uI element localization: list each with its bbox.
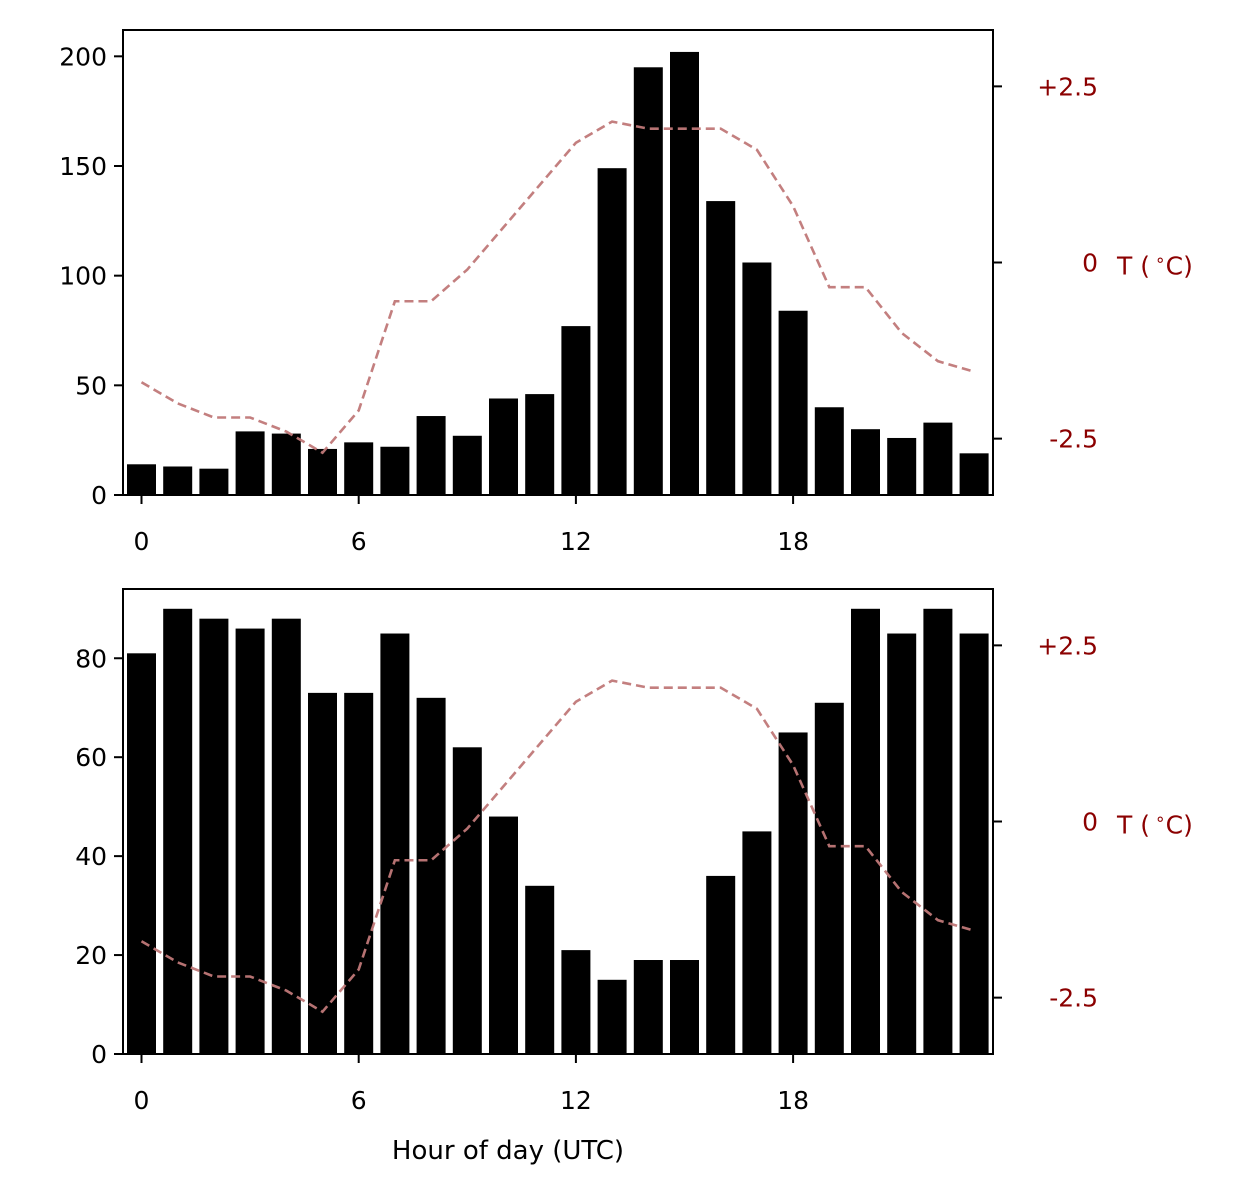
x-tick-label: 6 (351, 1086, 367, 1115)
bar (778, 310, 808, 495)
bar (525, 394, 555, 495)
y-tick-label-right: -2.5 (1049, 984, 1098, 1013)
bar (887, 633, 917, 1054)
bar (561, 326, 591, 495)
y-tick-label: 80 (75, 644, 107, 673)
axes-frame (122, 29, 994, 496)
bar (814, 702, 844, 1054)
y-tick-label-right: +2.5 (1037, 631, 1098, 660)
bar (452, 435, 482, 495)
label-degree: ∘ (1155, 251, 1166, 271)
panel-1: 0 50 100 150 200 0 6 12 18 -2.5 0 +2.5 T (∘C) (59, 29, 1193, 556)
bar (633, 960, 663, 1054)
bar (199, 468, 229, 495)
y-tick-label: 20 (75, 941, 107, 970)
bar (706, 201, 736, 495)
y-tick-label: 0 (91, 1040, 107, 1069)
x-tick-label: 0 (134, 1086, 150, 1115)
bar (308, 448, 337, 495)
bar (923, 608, 953, 1054)
temperature-line (140, 679, 975, 1014)
bar (235, 431, 265, 495)
bar (416, 697, 446, 1054)
x-tick-label: 12 (560, 527, 592, 556)
x-axis: 0 6 12 18 (134, 495, 809, 556)
bar (670, 51, 699, 496)
label-degree: ∘ (1155, 810, 1166, 830)
x-tick-label: 18 (777, 1086, 809, 1115)
bar (380, 446, 410, 495)
bar (923, 422, 953, 495)
y-tick-label-right: +2.5 (1037, 72, 1098, 101)
temperature-line (140, 120, 975, 455)
bar (163, 466, 193, 495)
bar (814, 407, 844, 495)
x-axis-label: Hour of day (UTC) (392, 1136, 624, 1166)
bar (670, 960, 699, 1054)
secondary-axis-label: T (∘C) (1116, 810, 1193, 840)
bar (959, 633, 989, 1054)
bar (959, 453, 989, 495)
bars (127, 51, 989, 496)
y-tick-label-right: 0 (1082, 249, 1098, 278)
bar (235, 628, 265, 1054)
x-axis: 0 6 12 18 (134, 1054, 809, 1115)
bar (308, 692, 337, 1054)
bar (127, 653, 156, 1054)
y-tick-label-right: 0 (1082, 808, 1098, 837)
label-part: C) (1166, 811, 1193, 840)
bar (271, 433, 301, 495)
bar (851, 608, 880, 1054)
y-tick-label: 150 (59, 152, 107, 181)
y-tick-label: 0 (91, 481, 107, 510)
bar (706, 875, 736, 1054)
bar (163, 608, 193, 1054)
y-tick-label-right: -2.5 (1049, 425, 1098, 454)
y-tick-label: 40 (75, 842, 107, 871)
bars (127, 608, 989, 1054)
y-tick-label: 50 (75, 371, 107, 400)
bar (851, 429, 880, 495)
label-part: C) (1166, 252, 1193, 281)
bar (633, 67, 663, 495)
bar (344, 692, 374, 1054)
y-axis-right: -2.5 0 +2.5 T (∘C) (993, 631, 1193, 1013)
y-tick-label: 100 (59, 262, 107, 291)
bar (561, 950, 591, 1054)
x-tick-label: 18 (777, 527, 809, 556)
label-part: T ( (1116, 252, 1150, 281)
bar (742, 831, 772, 1054)
label-part: T ( (1116, 811, 1150, 840)
panel-2: 0 20 40 60 80 0 6 12 18 -2.5 0 +2.5 T (∘C) Hour of da… (75, 588, 1193, 1166)
y-tick-label: 200 (59, 42, 107, 71)
bar (344, 442, 374, 495)
bar (597, 979, 627, 1054)
bar (778, 732, 808, 1054)
y-tick-label: 60 (75, 743, 107, 772)
bar (271, 618, 301, 1054)
y-axis-left: 0 20 40 60 80 (75, 644, 123, 1069)
bar (489, 398, 518, 495)
y-axis-right: -2.5 0 +2.5 T (∘C) (993, 72, 1193, 454)
x-tick-label: 12 (560, 1086, 592, 1115)
bar (525, 885, 555, 1054)
bar (742, 262, 772, 495)
y-axis-left: 0 50 100 150 200 (59, 42, 123, 510)
bar (489, 816, 518, 1054)
secondary-axis-label: T (∘C) (1116, 251, 1193, 281)
bar (416, 416, 446, 495)
x-tick-label: 0 (134, 527, 150, 556)
bar (887, 437, 917, 495)
bar (380, 633, 410, 1054)
bar (199, 618, 229, 1054)
bar (597, 168, 627, 495)
bar (452, 747, 482, 1054)
x-tick-label: 6 (351, 527, 367, 556)
bar (127, 464, 156, 495)
